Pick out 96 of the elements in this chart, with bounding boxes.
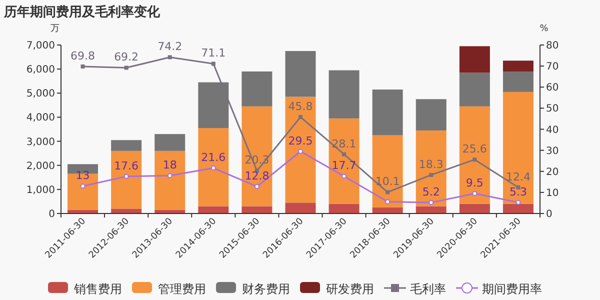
point: [80, 184, 86, 189]
data-label: 5.2: [422, 186, 440, 199]
bar: [285, 51, 316, 97]
bar: [459, 72, 490, 106]
bar: [111, 140, 142, 151]
data-label: 17.6: [114, 159, 139, 172]
data-label: 5.3: [509, 185, 527, 198]
y2-tick-label: 60: [546, 82, 559, 94]
y2-tick-label: 20: [546, 166, 559, 178]
bar: [372, 90, 403, 136]
data-label: 10.1: [375, 175, 400, 188]
legend-label: 研发费用: [326, 282, 374, 296]
point: [298, 148, 303, 154]
y-tick-label: 4,000: [26, 112, 55, 124]
y2-tick-label: 70: [546, 62, 559, 73]
bar: [502, 71, 534, 92]
data-label: 25.6: [462, 142, 487, 156]
bar: [416, 99, 446, 130]
legend-label: 毛利率: [410, 282, 446, 296]
point: [429, 172, 434, 177]
data-label: 18.3: [418, 158, 444, 171]
data-label: 9.5: [466, 176, 484, 190]
point: [516, 200, 521, 205]
data-label: 74.2: [158, 40, 182, 54]
point: [472, 158, 477, 162]
bar: [111, 150, 142, 209]
point: [80, 64, 85, 68]
y-tick-label: 0: [48, 209, 55, 220]
y-axis-title: 万: [50, 24, 60, 34]
data-label: 12.4: [506, 170, 530, 184]
bar: [459, 46, 490, 73]
bar: [198, 82, 229, 128]
bar: [416, 130, 446, 206]
y2-tick-label: 40: [546, 124, 559, 136]
point: [168, 55, 172, 60]
legend-label: 管理费用: [158, 282, 206, 296]
data-label: 69.2: [114, 50, 139, 64]
bar: [285, 202, 316, 214]
bar: [328, 204, 360, 214]
bar: [285, 96, 316, 203]
y2-tick-label: 10: [546, 188, 559, 199]
y-tick-label: 5,000: [26, 88, 55, 100]
bar: [198, 128, 229, 206]
data-label: 12.8: [244, 170, 270, 183]
y2-tick-label: 30: [546, 146, 559, 157]
point: [428, 200, 434, 206]
data-label: 18: [162, 158, 177, 172]
bar: [242, 71, 272, 106]
y2-axis-title: %: [540, 24, 549, 34]
data-label: 69.8: [70, 49, 96, 62]
bar: [328, 118, 360, 204]
legend-label: 财务费用: [242, 282, 290, 296]
data-label: 45.8: [288, 100, 313, 114]
bar: [459, 106, 490, 204]
y-tick-label: 2,000: [26, 160, 55, 172]
point: [124, 66, 128, 70]
point: [385, 199, 390, 204]
point: [254, 184, 260, 190]
point: [342, 174, 347, 179]
legend-label: 期间费用率: [482, 282, 542, 296]
bar: [154, 134, 186, 151]
y-tick-label: 3,000: [26, 136, 55, 148]
point: [472, 190, 478, 196]
bar: [242, 106, 272, 206]
chart-title: 历年期间费用及毛利率变化: [3, 4, 161, 20]
data-label: 28.1: [332, 137, 356, 150]
point: [342, 152, 346, 156]
y2-tick-label: 0: [546, 209, 552, 220]
legend-label: 销售费用: [73, 282, 122, 296]
bar: [328, 70, 360, 118]
bar: [372, 207, 403, 214]
point: [298, 115, 302, 120]
point: [386, 190, 390, 194]
bar: [198, 206, 229, 214]
y2-tick-label: 50: [546, 104, 559, 115]
y-tick-label: 7,000: [26, 40, 55, 52]
point: [210, 166, 216, 171]
data-label: 71.1: [201, 46, 226, 60]
point: [211, 62, 216, 66]
data-label: 17.7: [332, 159, 356, 172]
data-label: 21.6: [201, 151, 226, 164]
y-tick-label: 1,000: [26, 184, 55, 196]
bar: [502, 60, 534, 72]
data-label: 29.5: [288, 134, 313, 148]
bar: [372, 135, 403, 208]
point: [124, 174, 129, 179]
bar: [502, 92, 534, 204]
bar: [242, 206, 272, 214]
bar: [459, 204, 490, 214]
y2-tick-label: 80: [546, 40, 559, 52]
bar: [154, 150, 186, 210]
point: [167, 173, 172, 178]
bar: [416, 206, 446, 214]
bar: [502, 204, 534, 214]
y-tick-label: 6,000: [26, 64, 55, 76]
bar: [111, 208, 142, 214]
